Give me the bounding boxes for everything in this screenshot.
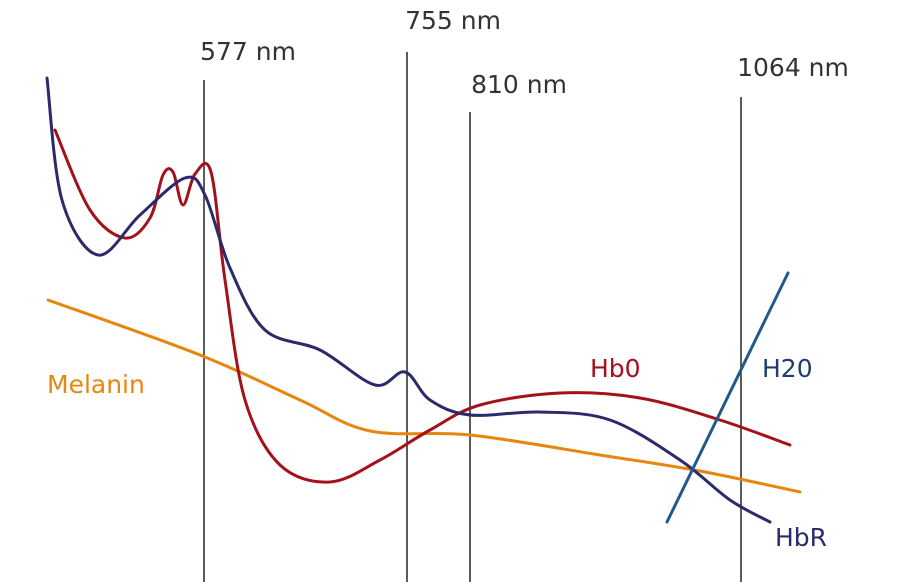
curve-label: HbR (775, 523, 827, 552)
marker-label: 755 nm (405, 6, 501, 35)
h2o-curve (665, 271, 790, 524)
hbr-curve (45, 76, 772, 524)
curve-label: Melanin (47, 370, 145, 399)
marker-label: 1064 nm (737, 53, 849, 82)
marker-label: 577 nm (200, 37, 296, 66)
marker-label: 810 nm (471, 70, 567, 99)
curve-label: H20 (762, 354, 813, 383)
curve-label: Hb0 (590, 354, 641, 383)
hbo-curve (53, 128, 792, 484)
